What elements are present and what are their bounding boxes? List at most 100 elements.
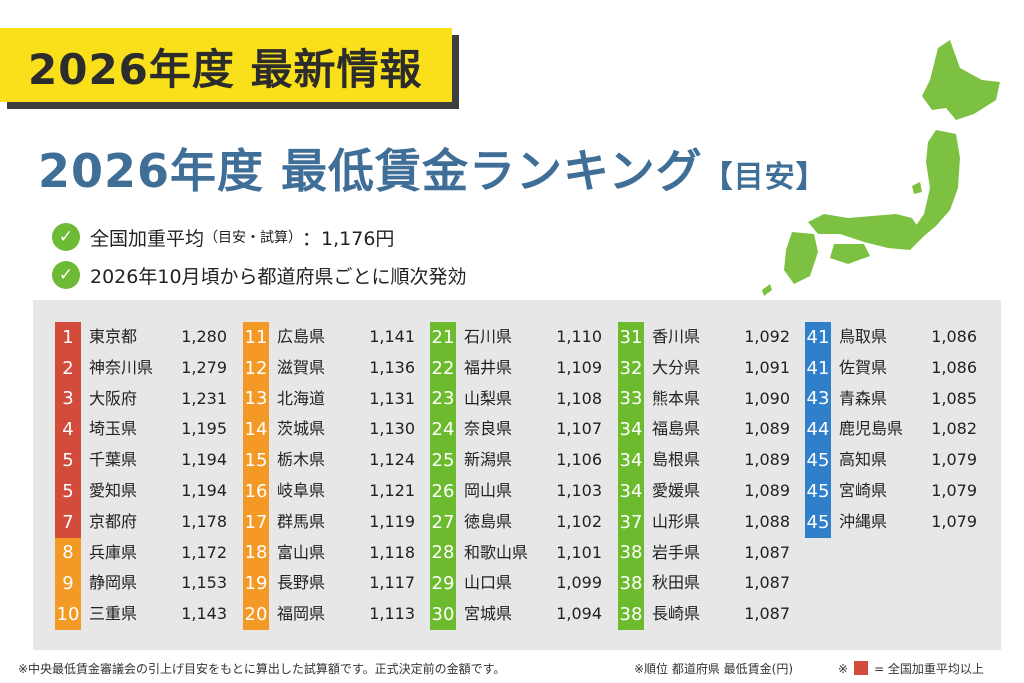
- prefecture-name: 神奈川県: [89, 357, 154, 377]
- ranking-column: 21 石川県 1,110 22 福井県 1,109 23 山梨県 1,108 24 奈良県 1,107…: [430, 322, 610, 630]
- wage-value: 1,079: [931, 511, 977, 531]
- prefecture-name: 栃木県: [277, 450, 326, 470]
- bullet-list: ✓ 全国加重平均 （目安・試算） ：1,176円 ✓ 2026年10月頃から都道…: [52, 218, 467, 294]
- wage-value: 1,131: [369, 388, 415, 408]
- prefecture-name: 山口県: [464, 573, 513, 593]
- wage-value: 1,079: [931, 450, 977, 470]
- wage-value: 1,087: [744, 573, 790, 593]
- rank-badge: 10: [55, 599, 81, 630]
- table-row: 32 大分県 1,091: [618, 352, 798, 384]
- rank-badge: 44: [805, 414, 831, 446]
- rank-badge: 25: [430, 445, 456, 476]
- wage-value: 1,090: [744, 388, 790, 408]
- rank-badge: 13: [243, 383, 269, 415]
- wage-value: 1,091: [744, 357, 790, 377]
- prefecture-name: 千葉県: [89, 450, 138, 470]
- rank-badge: 33: [618, 383, 644, 415]
- prefecture-name: 茨城県: [277, 419, 326, 439]
- bullet-text: 2026年10月頃から都道府県ごとに順次発効: [90, 265, 467, 288]
- wage-value: 1,113: [369, 604, 415, 624]
- wage-value: 1,143: [181, 604, 227, 624]
- legend-swatch: [854, 661, 869, 675]
- table-row: 15 栃木県 1,124: [243, 445, 423, 476]
- table-row: 12 滋賀県 1,136: [243, 352, 423, 384]
- table-row: 26 岡山県 1,103: [430, 475, 610, 507]
- table-row: 38 秋田県 1,087: [618, 568, 798, 600]
- rank-badge: 15: [243, 445, 269, 476]
- table-row: 45 沖縄県 1,079: [805, 506, 985, 538]
- prefecture-name: 大分県: [652, 357, 701, 377]
- rank-badge: 17: [243, 506, 269, 538]
- rank-badge: 19: [243, 568, 269, 600]
- wage-value: 1,110: [556, 327, 602, 346]
- rank-badge: 23: [430, 383, 456, 415]
- wage-value: 1,086: [931, 327, 977, 346]
- rank-badge: 11: [243, 322, 269, 353]
- wage-value: 1,085: [931, 388, 977, 408]
- wage-value: 1,089: [744, 450, 790, 470]
- wage-value: 1,119: [369, 511, 415, 531]
- rank-badge: 45: [805, 475, 831, 507]
- table-row: 23 山梨県 1,108: [430, 383, 610, 415]
- wage-value: 1,136: [369, 357, 415, 377]
- table-row: 34 福島県 1,089: [618, 414, 798, 446]
- table-row: 25 新潟県 1,106: [430, 445, 610, 476]
- prefecture-name: 北海道: [277, 388, 326, 408]
- table-row: 5 千葉県 1,194: [55, 445, 235, 476]
- rank-badge: 22: [430, 352, 456, 384]
- wage-value: 1,088: [744, 511, 790, 531]
- wage-value: 1,107: [556, 419, 602, 439]
- wage-value: 1,103: [556, 480, 602, 500]
- table-row: 41 佐賀県 1,086: [805, 352, 985, 384]
- prefecture-name: 岩手県: [652, 542, 701, 562]
- table-row: 43 青森県 1,085: [805, 383, 985, 415]
- check-icon: ✓: [52, 261, 80, 289]
- wage-value: 1,117: [369, 573, 415, 593]
- prefecture-name: 香川県: [652, 327, 701, 346]
- table-row: 5 愛知県 1,194: [55, 475, 235, 507]
- prefecture-name: 佐賀県: [839, 357, 888, 377]
- table-row: 44 鹿児島県 1,082: [805, 414, 985, 446]
- rank-badge: 8: [55, 537, 81, 569]
- table-row: 33 熊本県 1,090: [618, 383, 798, 415]
- rank-badge: 38: [618, 537, 644, 569]
- wage-value: 1,118: [369, 542, 415, 562]
- table-row: 13 北海道 1,131: [243, 383, 423, 415]
- prefecture-name: 岡山県: [464, 480, 513, 500]
- wage-value: 1,108: [556, 388, 602, 408]
- rank-badge: 7: [55, 506, 81, 538]
- rank-badge: 21: [430, 322, 456, 353]
- table-row: 34 島根県 1,089: [618, 445, 798, 476]
- prefecture-name: 大阪府: [89, 388, 138, 408]
- table-row: 3 大阪府 1,231: [55, 383, 235, 415]
- wage-value: 1,195: [181, 419, 227, 439]
- rank-badge: 37: [618, 506, 644, 538]
- table-row: 18 富山県 1,118: [243, 537, 423, 569]
- rank-badge: 9: [55, 568, 81, 600]
- header-banner: 2026年度 最新情報: [0, 28, 452, 102]
- table-row: 45 高知県 1,079: [805, 445, 985, 476]
- japan-map-icon: [762, 40, 1000, 296]
- prefecture-name: 群馬県: [277, 511, 326, 531]
- prefecture-name: 徳島県: [464, 511, 513, 531]
- wage-value: 1,178: [181, 511, 227, 531]
- wage-value: 1,194: [181, 480, 227, 500]
- table-row: 1 東京都 1,280: [55, 322, 235, 353]
- ranking-column: 1 東京都 1,280 2 神奈川県 1,279 3 大阪府 1,231 4 埼玉県 1,195 5 千葉…: [55, 322, 235, 630]
- table-row: 41 鳥取県 1,086: [805, 322, 985, 353]
- prefecture-name: 三重県: [89, 604, 138, 624]
- check-icon: ✓: [52, 223, 80, 251]
- wage-value: 1,109: [556, 357, 602, 377]
- table-row: 31 香川県 1,092: [618, 322, 798, 353]
- prefecture-name: 山梨県: [464, 388, 513, 408]
- table-row: 10 三重県 1,143: [55, 599, 235, 630]
- wage-value: 1,087: [744, 604, 790, 624]
- title-sub: 【目安】: [702, 160, 827, 195]
- table-row: 2 神奈川県 1,279: [55, 352, 235, 384]
- rank-badge: 34: [618, 414, 644, 446]
- rank-badge: 28: [430, 537, 456, 569]
- prefecture-name: 熊本県: [652, 388, 701, 408]
- rank-badge: 29: [430, 568, 456, 600]
- table-row: 11 広島県 1,141: [243, 322, 423, 353]
- prefecture-name: 秋田県: [652, 573, 701, 593]
